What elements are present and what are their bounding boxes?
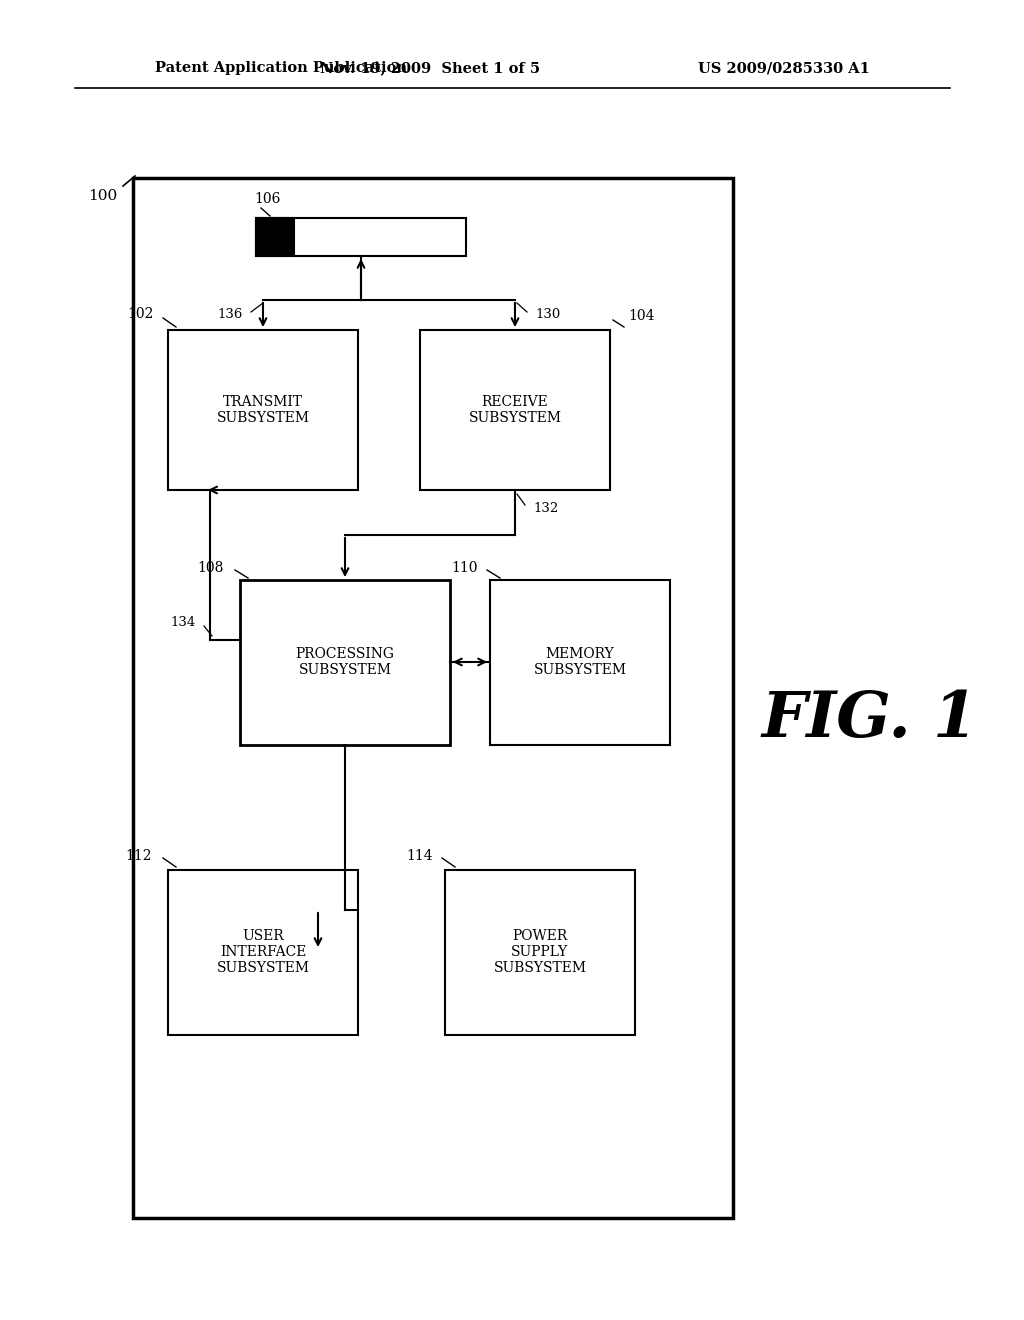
Bar xyxy=(168,330,358,490)
Bar xyxy=(445,870,635,1035)
Text: Patent Application Publication: Patent Application Publication xyxy=(155,61,407,75)
Bar xyxy=(240,579,450,744)
Text: 102: 102 xyxy=(128,308,154,321)
Text: 110: 110 xyxy=(452,561,478,576)
Text: FIG. 1: FIG. 1 xyxy=(762,689,978,751)
Text: 112: 112 xyxy=(126,849,152,863)
Text: US 2009/0285330 A1: US 2009/0285330 A1 xyxy=(698,61,870,75)
Text: 134: 134 xyxy=(171,615,196,628)
Bar xyxy=(256,218,294,256)
Text: 130: 130 xyxy=(535,309,560,322)
Text: 106: 106 xyxy=(254,191,281,206)
Text: RECEIVE
SUBSYSTEM: RECEIVE SUBSYSTEM xyxy=(469,395,561,425)
Bar xyxy=(168,870,358,1035)
Bar xyxy=(420,330,610,490)
Text: POWER
SUPPLY
SUBSYSTEM: POWER SUPPLY SUBSYSTEM xyxy=(494,929,587,975)
Text: TRANSMIT
SUBSYSTEM: TRANSMIT SUBSYSTEM xyxy=(216,395,309,425)
Text: 114: 114 xyxy=(407,849,433,863)
Text: 100: 100 xyxy=(88,189,118,203)
Text: MEMORY
SUBSYSTEM: MEMORY SUBSYSTEM xyxy=(534,647,627,677)
Bar xyxy=(490,579,670,744)
Text: PROCESSING
SUBSYSTEM: PROCESSING SUBSYSTEM xyxy=(296,647,394,677)
Bar xyxy=(256,218,466,256)
Text: 104: 104 xyxy=(628,309,654,323)
Text: Nov. 19, 2009  Sheet 1 of 5: Nov. 19, 2009 Sheet 1 of 5 xyxy=(319,61,540,75)
Bar xyxy=(133,178,733,1218)
Text: 108: 108 xyxy=(198,561,224,576)
Text: 132: 132 xyxy=(534,502,558,515)
Text: 136: 136 xyxy=(218,309,243,322)
Text: USER
INTERFACE
SUBSYSTEM: USER INTERFACE SUBSYSTEM xyxy=(216,929,309,975)
